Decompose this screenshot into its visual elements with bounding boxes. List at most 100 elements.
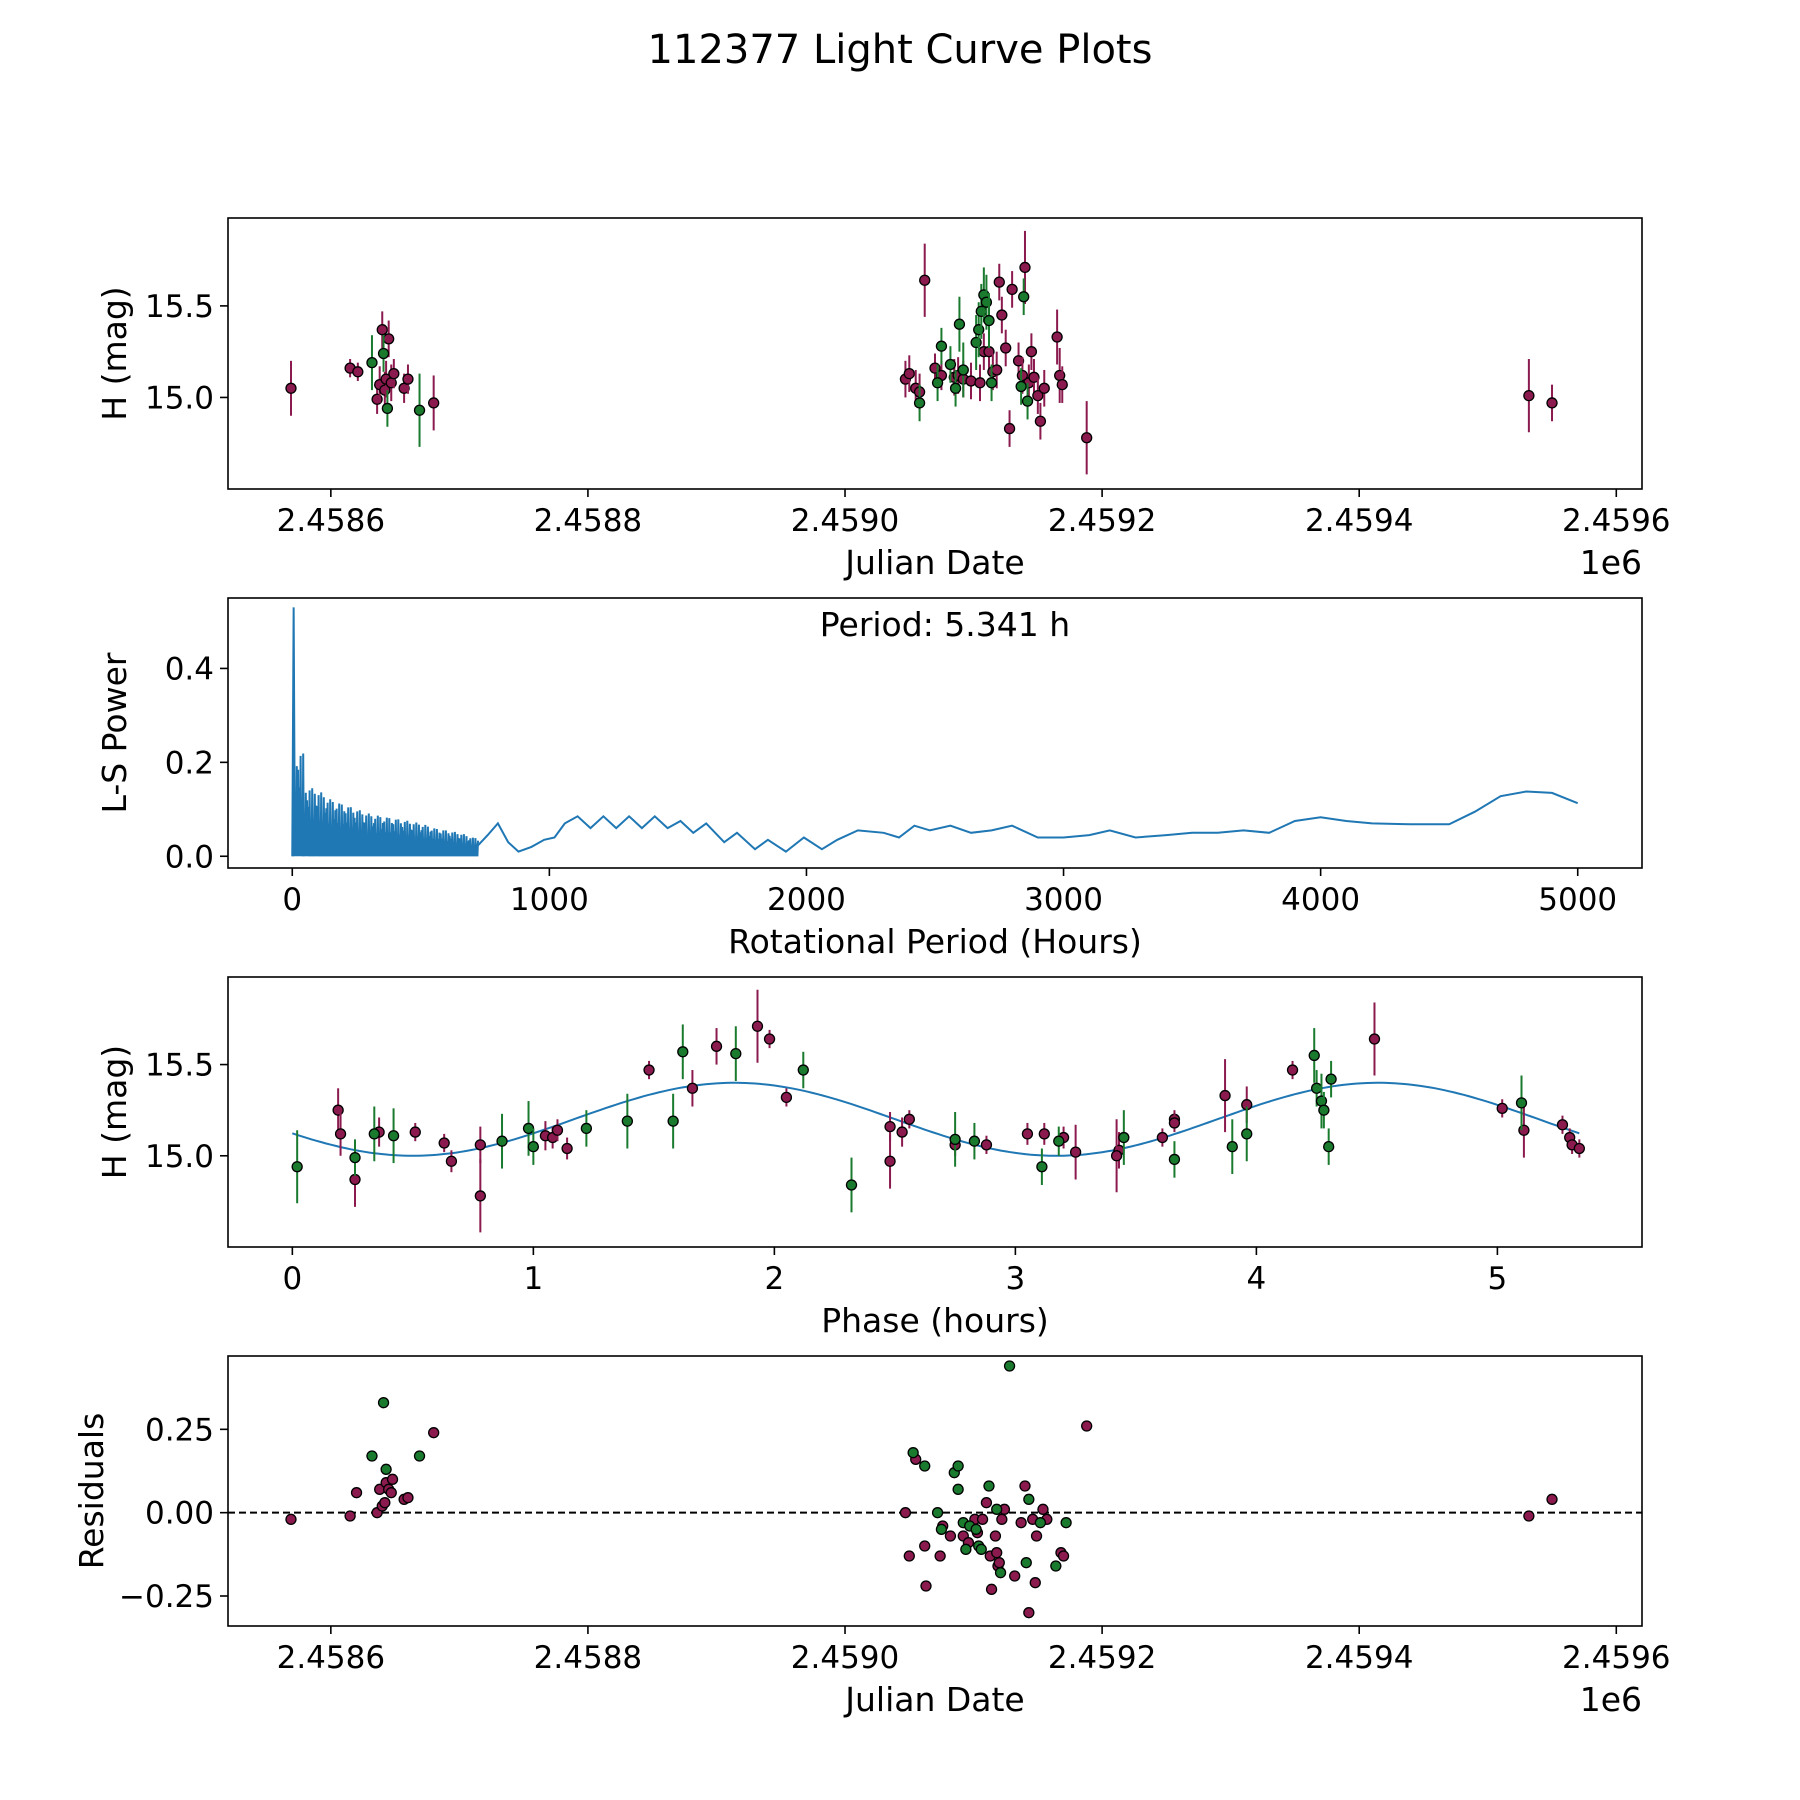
data-point	[1219, 1089, 1231, 1102]
data-point	[920, 1580, 932, 1592]
data-point	[1168, 1117, 1181, 1129]
data-point	[949, 1133, 961, 1146]
data-point	[1523, 1510, 1535, 1522]
data-point	[1019, 1480, 1031, 1492]
data-point	[991, 1503, 1003, 1515]
data-point	[621, 1115, 634, 1127]
data-point	[1318, 1104, 1330, 1116]
data-point	[1546, 397, 1558, 409]
data-point	[1016, 369, 1029, 382]
y-tick-label: 15.0	[145, 380, 214, 416]
data-point	[1315, 1095, 1328, 1107]
x-tick-label: 1000	[510, 882, 589, 918]
data-point	[991, 1547, 1003, 1559]
data-point	[985, 1583, 998, 1595]
data-point	[385, 1487, 397, 1499]
data-point	[884, 1120, 896, 1133]
data-point	[1020, 1557, 1032, 1569]
x-tick-label: 0	[282, 882, 302, 918]
x-tick-label: 0	[282, 1261, 302, 1297]
data-point	[1518, 1124, 1530, 1136]
data-point	[965, 375, 977, 387]
axes-frame	[227, 1355, 1643, 1627]
data-point	[1009, 1570, 1021, 1582]
data-point	[983, 314, 995, 327]
x-tick-label: 3	[1006, 1261, 1026, 1297]
data-point	[1110, 1150, 1123, 1162]
data-point	[1523, 389, 1535, 402]
data-point	[960, 1543, 972, 1555]
periodogram-spikes	[291, 607, 479, 857]
data-point	[1118, 1131, 1130, 1144]
data-point	[643, 1064, 655, 1076]
data-point	[985, 377, 998, 389]
data-point	[551, 1124, 564, 1136]
data-point	[1038, 382, 1050, 394]
data-point	[1006, 283, 1018, 296]
data-point	[976, 1513, 989, 1525]
data-point	[474, 1190, 486, 1202]
data-point	[413, 404, 426, 416]
data-point	[991, 364, 1003, 376]
data-point	[974, 377, 986, 389]
data-point	[1053, 1135, 1065, 1147]
data-point	[1003, 422, 1016, 435]
data-point	[522, 1122, 535, 1135]
data-point	[949, 382, 962, 394]
data-point	[1051, 331, 1063, 343]
axes-frame	[227, 976, 1643, 1248]
data-point	[935, 1523, 948, 1535]
data-point	[730, 1047, 742, 1060]
data-point	[580, 1122, 593, 1135]
data-point	[445, 1155, 458, 1167]
data-point	[1310, 1082, 1323, 1094]
data-point	[907, 1447, 919, 1459]
periodogram-line	[471, 790, 1579, 853]
data-point	[1056, 378, 1068, 391]
data-point	[409, 1126, 421, 1138]
data-point	[953, 318, 966, 330]
x-axis-label: Julian Date	[843, 543, 1025, 582]
data-point	[1496, 1102, 1508, 1115]
data-point	[1032, 389, 1044, 402]
data-point	[970, 1523, 982, 1535]
x-tick-label: 5	[1488, 1261, 1508, 1297]
x-tick-label: 4	[1247, 1261, 1267, 1297]
x-tick-label: 2.4590	[791, 1640, 899, 1676]
data-point	[376, 324, 388, 336]
data-point	[352, 366, 364, 378]
data-point	[780, 1091, 793, 1104]
data-point	[383, 333, 395, 345]
data-point	[344, 1510, 356, 1522]
period-annotation: Period: 5.341 h	[820, 605, 1070, 644]
data-point	[686, 1082, 699, 1094]
data-point	[366, 1450, 378, 1462]
y-axis-label: L-S Power	[95, 652, 134, 813]
data-point	[402, 1492, 414, 1504]
data-point	[919, 1460, 931, 1472]
x-tick-label: 2.4592	[1048, 503, 1156, 539]
data-point	[899, 1507, 912, 1519]
x-axis-label: Phase (hours)	[821, 1301, 1049, 1340]
data-point	[291, 1161, 303, 1173]
chart-residuals: 2.4586 2.4588 2.4590 2.4592 2.4594 2.4596 −0.2…	[72, 1355, 1671, 1719]
data-point	[368, 1128, 380, 1140]
data-point	[1556, 1119, 1569, 1131]
data-point	[285, 1513, 297, 1525]
data-point	[1030, 1530, 1043, 1542]
data-point	[944, 1530, 957, 1542]
x-tick-label: 2000	[767, 882, 846, 918]
data-point	[1021, 1128, 1034, 1140]
series-filter-b	[366, 267, 1034, 447]
series-filter-a	[285, 230, 1558, 475]
x-tick-label: 1	[523, 1261, 543, 1297]
data-point	[438, 1137, 450, 1149]
data-point	[903, 1550, 915, 1562]
data-point	[1226, 1141, 1238, 1153]
data-point	[1060, 1517, 1072, 1529]
data-point	[677, 1046, 689, 1058]
data-point	[332, 1104, 344, 1116]
x-tick-label: 2.4588	[534, 503, 642, 539]
data-point	[903, 1113, 915, 1125]
x-offset-label: 1e6	[1580, 543, 1642, 582]
